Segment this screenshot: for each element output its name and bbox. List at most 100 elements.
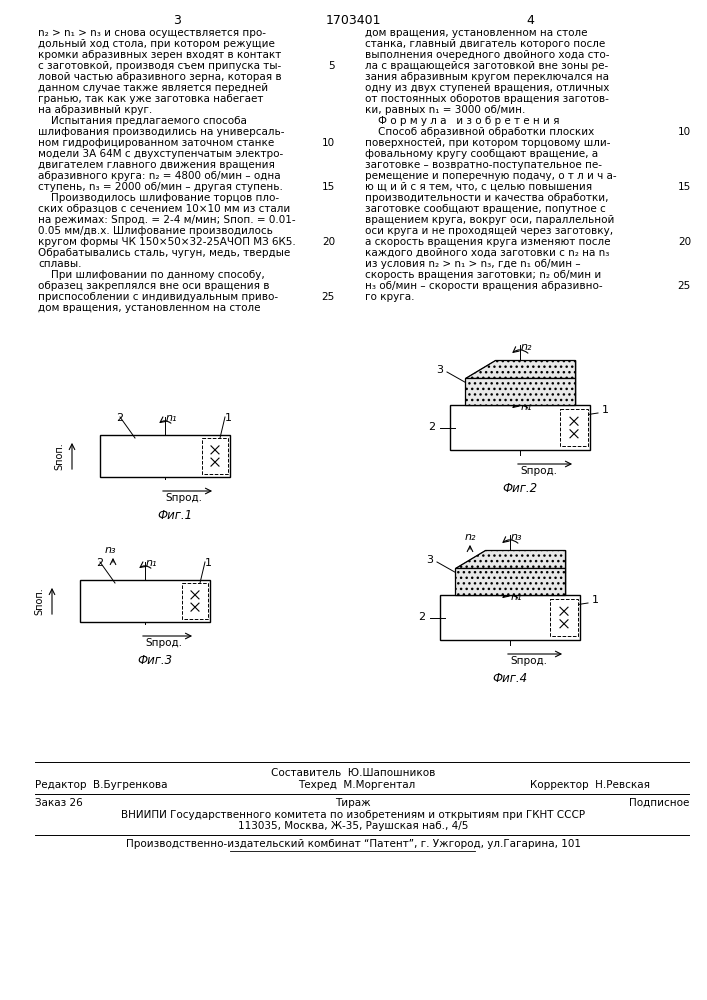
Text: Техред  М.Моргентал: Техред М.Моргентал	[298, 780, 415, 790]
Text: 1: 1	[592, 595, 599, 605]
Text: из условия n₂ > n₁ > n₃, где n₁ об/мин –: из условия n₂ > n₁ > n₃, где n₁ об/мин –	[365, 259, 580, 269]
Text: Тираж: Тираж	[335, 798, 370, 808]
Bar	[450, 405, 590, 450]
Text: Производилось шлифование торцов пло-: Производилось шлифование торцов пло-	[38, 193, 279, 203]
Text: ских образцов с сечением 10×10 мм из стали: ских образцов с сечением 10×10 мм из ста…	[38, 204, 291, 214]
Text: вращением круга, вокруг оси, параллельной: вращением круга, вокруг оси, параллельно…	[365, 215, 614, 225]
Text: Sпрод.: Sпрод.	[145, 638, 182, 648]
Text: Производственно-издательский комбинат “Патент”, г. Ужгород, ул.Гагарина, 101: Производственно-издательский комбинат “П…	[126, 839, 580, 849]
Text: Обрабатывались сталь, чугун, медь, твердые: Обрабатывались сталь, чугун, медь, тверд…	[38, 248, 291, 258]
Text: скорость вращения заготовки; n₂ об/мин и: скорость вращения заготовки; n₂ об/мин и	[365, 270, 601, 280]
Text: 1: 1	[602, 405, 609, 415]
Text: 25: 25	[322, 292, 335, 302]
Text: дольный ход стола, при котором режущие: дольный ход стола, при котором режущие	[38, 39, 275, 49]
Text: производительности и качества обработки,: производительности и качества обработки,	[365, 193, 609, 203]
Text: Sпрод.: Sпрод.	[165, 493, 202, 503]
Text: заготовке сообщают вращение, попутное с: заготовке сообщают вращение, попутное с	[365, 204, 606, 214]
Text: фовальному кругу сообщают вращение, а: фовальному кругу сообщают вращение, а	[365, 149, 598, 159]
Bar	[560, 409, 588, 446]
Text: ловой частью абразивного зерна, которая в: ловой частью абразивного зерна, которая …	[38, 72, 281, 82]
Text: n₁: n₁	[521, 402, 532, 412]
Text: а скорость вращения круга изменяют после: а скорость вращения круга изменяют после	[365, 237, 611, 247]
Text: шлифования производились на универсаль-: шлифования производились на универсаль-	[38, 127, 284, 137]
Text: 20: 20	[322, 237, 335, 247]
Text: от постоянных оборотов вращения заготов-: от постоянных оборотов вращения заготов-	[365, 94, 609, 104]
Text: 25: 25	[678, 281, 691, 291]
Text: каждого двойного хода заготовки с n₂ на n₃: каждого двойного хода заготовки с n₂ на …	[365, 248, 609, 258]
Text: 4: 4	[526, 14, 534, 27]
Text: 2: 2	[96, 558, 103, 568]
Text: n₁: n₁	[146, 558, 158, 568]
Text: ном гидрофицированном заточном станке: ном гидрофицированном заточном станке	[38, 138, 274, 148]
Text: Sпрод.: Sпрод.	[520, 466, 557, 476]
Text: поверхностей, при котором торцовому шли-: поверхностей, при котором торцовому шли-	[365, 138, 611, 148]
Text: ки, равных n₁ = 3000 об/мин.: ки, равных n₁ = 3000 об/мин.	[365, 105, 525, 115]
Text: Фиг.2: Фиг.2	[503, 482, 537, 495]
Text: Ф о р м у л а   и з о б р е т е н и я: Ф о р м у л а и з о б р е т е н и я	[365, 116, 559, 126]
Text: Составитель  Ю.Шапошников: Составитель Ю.Шапошников	[271, 768, 436, 778]
Text: модели 3А 64М с двухступенчатым электро-: модели 3А 64М с двухступенчатым электро-	[38, 149, 284, 159]
Text: n₂: n₂	[464, 532, 476, 542]
Text: Sпрод.: Sпрод.	[510, 656, 547, 666]
Text: 10: 10	[678, 127, 691, 137]
Text: гранью, так как уже заготовка набегает: гранью, так как уже заготовка набегает	[38, 94, 264, 104]
Bar	[182, 583, 208, 619]
Text: Фиг.4: Фиг.4	[493, 672, 527, 685]
Text: оси круга и не проходящей через заготовку,: оси круга и не проходящей через заготовк…	[365, 226, 613, 236]
Text: го круга.: го круга.	[365, 292, 414, 302]
Bar	[440, 595, 580, 640]
Text: 3: 3	[173, 14, 181, 27]
Text: на абразивный круг.: на абразивный круг.	[38, 105, 152, 115]
Text: ВНИИПИ Государственного комитета по изобретениям и открытиям при ГКНТ СССР: ВНИИПИ Государственного комитета по изоб…	[121, 810, 585, 820]
Text: образец закреплялся вне оси вращения в: образец закреплялся вне оси вращения в	[38, 281, 269, 291]
Text: двигателем главного движения вращения: двигателем главного движения вращения	[38, 160, 275, 170]
Bar	[100, 435, 230, 477]
Text: н₃ об/мин – скорости вращения абразивно-: н₃ об/мин – скорости вращения абразивно-	[365, 281, 602, 291]
Text: с заготовкой, производя съем припуска ты-: с заготовкой, производя съем припуска ты…	[38, 61, 281, 71]
Text: Испытания предлагаемого способа: Испытания предлагаемого способа	[38, 116, 247, 126]
Text: 20: 20	[678, 237, 691, 247]
Polygon shape	[465, 360, 575, 378]
Text: 3: 3	[426, 555, 433, 565]
Text: Подписное: Подписное	[629, 798, 689, 808]
Text: станка, главный двигатель которого после: станка, главный двигатель которого после	[365, 39, 605, 49]
Text: Заказ 26: Заказ 26	[35, 798, 83, 808]
Text: ла с вращающейся заготовкой вне зоны ре-: ла с вращающейся заготовкой вне зоны ре-	[365, 61, 608, 71]
Text: Способ абразивной обработки плоских: Способ абразивной обработки плоских	[365, 127, 595, 137]
Text: 1: 1	[205, 558, 212, 568]
Text: данном случае также является передней: данном случае также является передней	[38, 83, 268, 93]
Text: кромки абразивных зерен входят в контакт: кромки абразивных зерен входят в контакт	[38, 50, 281, 60]
Bar	[80, 580, 210, 622]
Text: Sпоп.: Sпоп.	[54, 442, 64, 470]
Text: дом вращения, установленном на столе: дом вращения, установленном на столе	[38, 303, 260, 313]
Text: n₂ > n₁ > n₃ и снова осуществляется про-: n₂ > n₁ > n₃ и снова осуществляется про-	[38, 28, 266, 38]
Text: сплавы.: сплавы.	[38, 259, 81, 269]
Text: заготовке – возвратно-поступательное пе-: заготовке – возвратно-поступательное пе-	[365, 160, 602, 170]
Bar	[550, 599, 578, 636]
Text: кругом формы ЧК 150×50×32-25АЧОП МЗ 6К5.: кругом формы ЧК 150×50×32-25АЧОП МЗ 6К5.	[38, 237, 296, 247]
Text: 2: 2	[428, 422, 435, 432]
Text: ремещение и поперечную подачу, о т л и ч а-: ремещение и поперечную подачу, о т л и ч…	[365, 171, 617, 181]
Text: n₃: n₃	[104, 545, 116, 555]
Text: 2: 2	[117, 413, 124, 423]
Text: При шлифовании по данному способу,: При шлифовании по данному способу,	[38, 270, 264, 280]
Text: 113035, Москва, Ж-35, Раушская наб., 4/5: 113035, Москва, Ж-35, Раушская наб., 4/5	[238, 821, 468, 831]
Text: n₃: n₃	[511, 532, 522, 542]
Text: 2: 2	[418, 612, 425, 622]
Bar	[202, 438, 228, 474]
Text: выполнения очередного двойного хода сто-: выполнения очередного двойного хода сто-	[365, 50, 609, 60]
Text: ю щ и й с я тем, что, с целью повышения: ю щ и й с я тем, что, с целью повышения	[365, 182, 592, 192]
Text: приспособлении с индивидуальным приво-: приспособлении с индивидуальным приво-	[38, 292, 278, 302]
Text: 5: 5	[328, 61, 335, 71]
Text: Редактор  В.Бугренкова: Редактор В.Бугренкова	[35, 780, 168, 790]
Text: n₂: n₂	[521, 342, 532, 352]
Text: одну из двух ступеней вращения, отличных: одну из двух ступеней вращения, отличных	[365, 83, 609, 93]
Text: Фиг.1: Фиг.1	[158, 509, 192, 522]
Text: Sпоп.: Sпоп.	[34, 587, 44, 615]
Text: 15: 15	[678, 182, 691, 192]
Text: Фиг.3: Фиг.3	[137, 654, 173, 667]
Text: абразивного круга: n₂ = 4800 об/мин – одна: абразивного круга: n₂ = 4800 об/мин – од…	[38, 171, 281, 181]
Text: ступень, n₃ = 2000 об/мин – другая ступень.: ступень, n₃ = 2000 об/мин – другая ступе…	[38, 182, 283, 192]
Text: зания абразивным кругом переключался на: зания абразивным кругом переключался на	[365, 72, 609, 82]
Text: 1703401: 1703401	[325, 14, 381, 27]
